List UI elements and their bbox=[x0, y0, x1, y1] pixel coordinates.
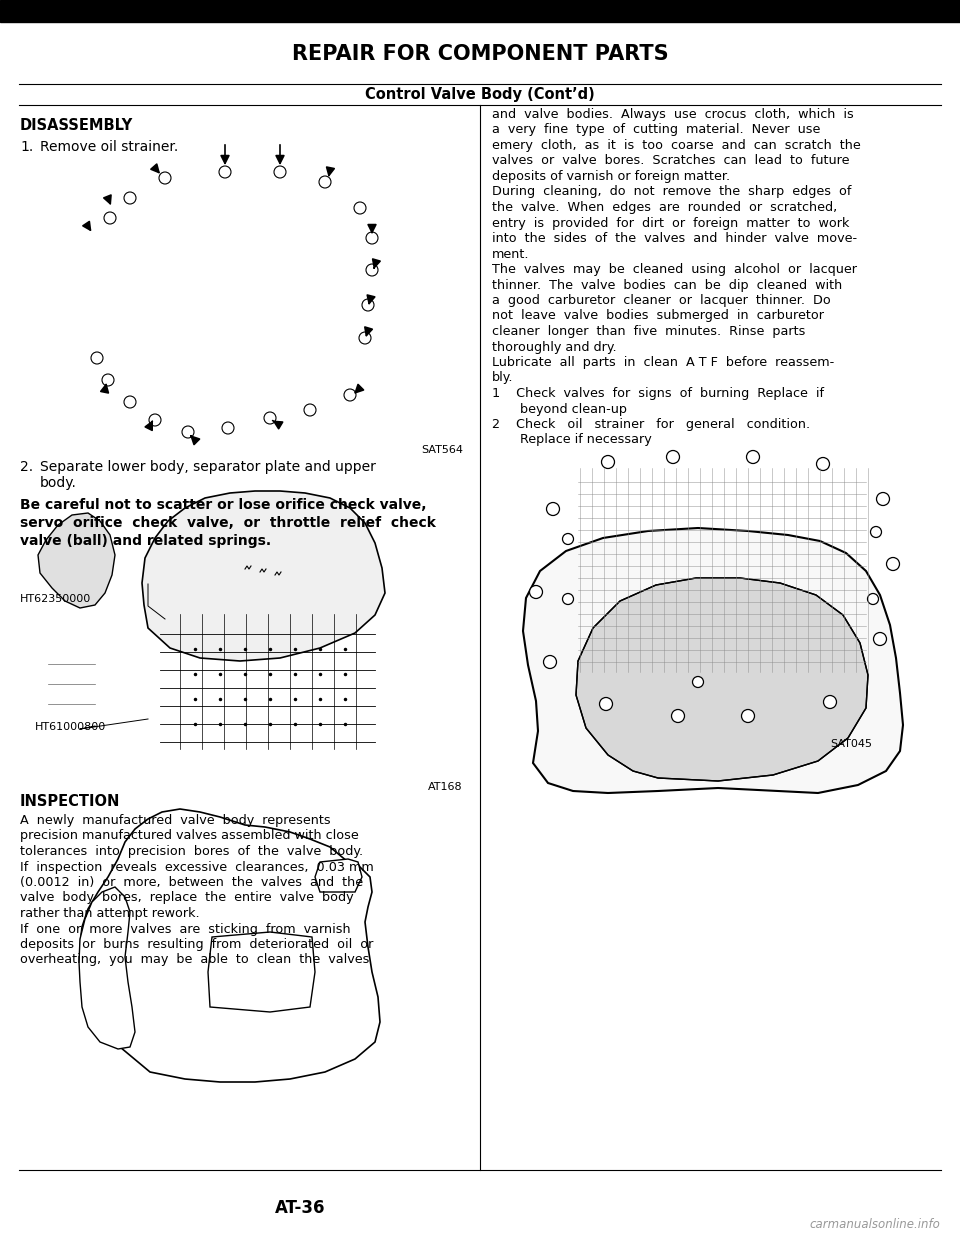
Polygon shape bbox=[80, 809, 380, 1082]
Circle shape bbox=[543, 656, 557, 668]
Text: AT-36: AT-36 bbox=[275, 1200, 325, 1217]
Circle shape bbox=[876, 493, 890, 505]
Text: 1    Check  valves  for  signs  of  burning  Replace  if: 1 Check valves for signs of burning Repl… bbox=[492, 387, 824, 400]
Text: beyond clean-up: beyond clean-up bbox=[492, 403, 627, 415]
Circle shape bbox=[359, 332, 371, 344]
Text: valve (ball) and related springs.: valve (ball) and related springs. bbox=[20, 534, 271, 547]
Text: a  good  carburetor  cleaner  or  lacquer  thinner.  Do: a good carburetor cleaner or lacquer thi… bbox=[492, 294, 830, 307]
Text: valves  or  valve  bores.  Scratches  can  lead  to  future: valves or valve bores. Scratches can lea… bbox=[492, 155, 850, 167]
Text: 2    Check   oil   strainer   for   general   condition.: 2 Check oil strainer for general conditi… bbox=[492, 418, 810, 431]
Text: If  one  or  more  valves  are  sticking  from  varnish: If one or more valves are sticking from … bbox=[20, 923, 350, 935]
Text: (0.0012  in)  or  more,  between  the  valves  and  the: (0.0012 in) or more, between the valves … bbox=[20, 875, 363, 889]
Circle shape bbox=[91, 352, 103, 364]
Polygon shape bbox=[315, 859, 362, 892]
Text: precision manufactured valves assembled with close: precision manufactured valves assembled … bbox=[20, 829, 359, 843]
Circle shape bbox=[824, 696, 836, 708]
Text: deposits  or  burns  resulting  from  deteriorated  oil  or: deposits or burns resulting from deterio… bbox=[20, 938, 373, 951]
Circle shape bbox=[741, 710, 755, 722]
Text: INSPECTION: INSPECTION bbox=[20, 794, 120, 809]
Text: If  inspection  reveals  excessive  clearances,  0.03 mm: If inspection reveals excessive clearanc… bbox=[20, 860, 373, 873]
Circle shape bbox=[104, 212, 116, 224]
Circle shape bbox=[599, 697, 612, 711]
Text: Be careful not to scatter or lose orifice check valve,: Be careful not to scatter or lose orific… bbox=[20, 498, 426, 513]
Text: tolerances  into  precision  bores  of  the  valve  body.: tolerances into precision bores of the v… bbox=[20, 845, 363, 858]
Text: thinner.  The  valve  bodies  can  be  dip  cleaned  with: thinner. The valve bodies can be dip cle… bbox=[492, 278, 842, 292]
Text: ment.: ment. bbox=[492, 247, 530, 261]
Text: not  leave  valve  bodies  submerged  in  carburetor: not leave valve bodies submerged in carb… bbox=[492, 309, 824, 323]
Text: The  valves  may  be  cleaned  using  alcohol  or  lacquer: The valves may be cleaned using alcohol … bbox=[492, 263, 857, 276]
Circle shape bbox=[871, 526, 881, 537]
Circle shape bbox=[182, 426, 194, 438]
Circle shape bbox=[666, 450, 680, 464]
Circle shape bbox=[102, 374, 114, 387]
Text: thoroughly and dry.: thoroughly and dry. bbox=[492, 340, 616, 353]
Text: Replace if necessary: Replace if necessary bbox=[492, 434, 652, 446]
Polygon shape bbox=[576, 579, 868, 781]
Text: body.: body. bbox=[40, 476, 77, 490]
Circle shape bbox=[159, 172, 171, 185]
Polygon shape bbox=[142, 491, 385, 661]
Circle shape bbox=[886, 557, 900, 570]
Circle shape bbox=[817, 458, 829, 470]
Circle shape bbox=[366, 232, 378, 244]
Text: into  the  sides  of  the  valves  and  hinder  valve  move-: into the sides of the valves and hinder … bbox=[492, 232, 857, 244]
Circle shape bbox=[222, 421, 234, 434]
Text: entry  is  provided  for  dirt  or  foreign  matter  to  work: entry is provided for dirt or foreign ma… bbox=[492, 217, 850, 229]
Circle shape bbox=[344, 389, 356, 402]
Circle shape bbox=[692, 677, 704, 687]
Text: carmanualsonline.info: carmanualsonline.info bbox=[809, 1218, 940, 1232]
Text: overheating,  you  may  be  able  to  clean  the  valves: overheating, you may be able to clean th… bbox=[20, 954, 370, 966]
Circle shape bbox=[546, 503, 560, 515]
Text: 2.: 2. bbox=[20, 460, 34, 474]
Text: and  valve  bodies.  Always  use  crocus  cloth,  which  is: and valve bodies. Always use crocus clot… bbox=[492, 108, 853, 121]
Circle shape bbox=[602, 455, 614, 469]
Polygon shape bbox=[79, 887, 135, 1049]
Circle shape bbox=[563, 534, 573, 545]
Circle shape bbox=[747, 450, 759, 464]
Text: AT168: AT168 bbox=[428, 782, 463, 792]
Text: a  very  fine  type  of  cutting  material.  Never  use: a very fine type of cutting material. Ne… bbox=[492, 123, 821, 136]
Text: Remove oil strainer.: Remove oil strainer. bbox=[40, 140, 179, 153]
Text: servo  orifice  check  valve,  or  throttle  relief  check: servo orifice check valve, or throttle r… bbox=[20, 516, 436, 530]
Circle shape bbox=[219, 166, 231, 178]
Text: A  newly  manufactured  valve  body  represents: A newly manufactured valve body represen… bbox=[20, 814, 330, 827]
Circle shape bbox=[366, 264, 378, 276]
Text: Separate lower body, separator plate and upper: Separate lower body, separator plate and… bbox=[40, 460, 376, 474]
Circle shape bbox=[124, 397, 136, 408]
Circle shape bbox=[362, 299, 374, 311]
Circle shape bbox=[274, 166, 286, 178]
Text: HT61000800: HT61000800 bbox=[35, 722, 107, 732]
Circle shape bbox=[124, 192, 136, 205]
Text: cleaner  longer  than  five  minutes.  Rinse  parts: cleaner longer than five minutes. Rinse … bbox=[492, 325, 805, 338]
Text: During  cleaning,  do  not  remove  the  sharp  edges  of: During cleaning, do not remove the sharp… bbox=[492, 186, 852, 198]
Text: SAT045: SAT045 bbox=[830, 739, 872, 749]
Polygon shape bbox=[523, 527, 903, 793]
Circle shape bbox=[319, 176, 331, 188]
Circle shape bbox=[671, 710, 684, 722]
Text: the  valve.  When  edges  are  rounded  or  scratched,: the valve. When edges are rounded or scr… bbox=[492, 201, 837, 214]
Text: Lubricate  all  parts  in  clean  A T F  before  reassem-: Lubricate all parts in clean A T F befor… bbox=[492, 355, 834, 369]
Text: SAT564: SAT564 bbox=[421, 445, 463, 455]
Text: 1.: 1. bbox=[20, 140, 34, 153]
Text: DISASSEMBLY: DISASSEMBLY bbox=[20, 118, 133, 133]
Text: REPAIR FOR COMPONENT PARTS: REPAIR FOR COMPONENT PARTS bbox=[292, 44, 668, 64]
Circle shape bbox=[354, 202, 366, 214]
Circle shape bbox=[149, 414, 161, 426]
Text: bly.: bly. bbox=[492, 372, 514, 384]
Circle shape bbox=[563, 594, 573, 605]
Text: rather than attempt rework.: rather than attempt rework. bbox=[20, 907, 200, 920]
Circle shape bbox=[868, 594, 878, 605]
Text: valve  body  bores,  replace  the  entire  valve  body: valve body bores, replace the entire val… bbox=[20, 892, 353, 904]
Circle shape bbox=[874, 632, 886, 646]
Circle shape bbox=[530, 586, 542, 599]
Text: HT62350000: HT62350000 bbox=[20, 594, 91, 604]
Text: deposits of varnish or foreign matter.: deposits of varnish or foreign matter. bbox=[492, 170, 731, 183]
Circle shape bbox=[264, 412, 276, 424]
Polygon shape bbox=[38, 513, 115, 609]
Text: Control Valve Body (Cont’d): Control Valve Body (Cont’d) bbox=[365, 86, 595, 101]
Bar bbox=[0, 0, 960, 22]
Text: emery  cloth,  as  it  is  too  coarse  and  can  scratch  the: emery cloth, as it is too coarse and can… bbox=[492, 138, 861, 152]
Circle shape bbox=[304, 404, 316, 416]
